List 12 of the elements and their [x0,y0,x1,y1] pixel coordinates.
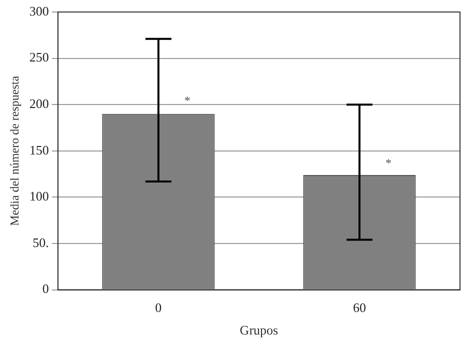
y-tick-label: 0 [42,281,49,296]
y-tick-label: 250 [29,50,49,65]
y-axis-title: Media del número de respuesta [7,75,22,226]
y-tick-label: 50. [32,234,49,250]
annotation: * [385,156,392,170]
x-axis-title: Grupos [240,322,278,338]
annotation: * [184,93,190,108]
y-tick-label: 150 [29,142,49,158]
y-tick-label: 300 [29,3,49,18]
y-tick-label: 200 [29,96,49,112]
y-tick-label: 100 [29,188,49,204]
x-tick-label: 60 [352,300,366,316]
